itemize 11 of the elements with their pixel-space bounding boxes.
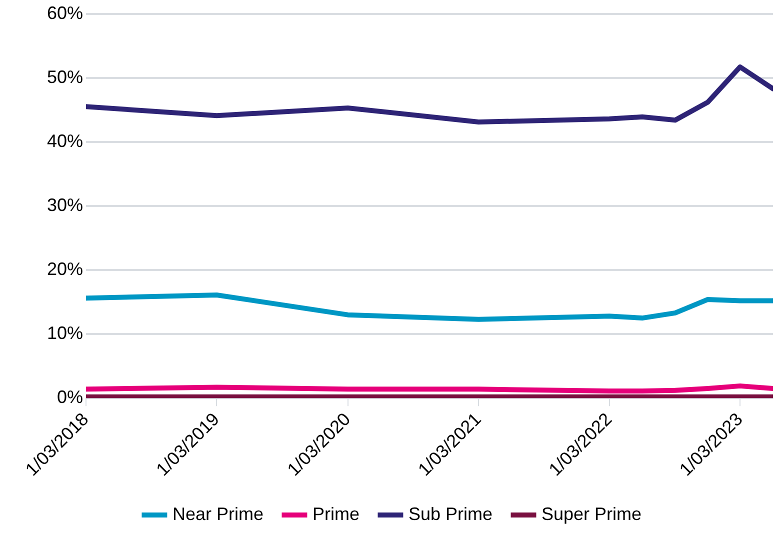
y-tick-label: 0% xyxy=(56,387,83,408)
legend-label: Sub Prime xyxy=(408,504,493,524)
legend-label: Super Prime xyxy=(542,504,642,524)
y-tick-label: 40% xyxy=(46,130,83,151)
y-tick-label: 30% xyxy=(46,194,83,215)
y-tick-label: 60% xyxy=(46,2,83,23)
legend-label: Near Prime xyxy=(172,504,264,524)
y-tick-label: 50% xyxy=(46,66,83,87)
legend-label: Prime xyxy=(312,504,360,524)
y-tick-label: 20% xyxy=(46,258,83,279)
y-tick-label: 10% xyxy=(46,323,83,344)
